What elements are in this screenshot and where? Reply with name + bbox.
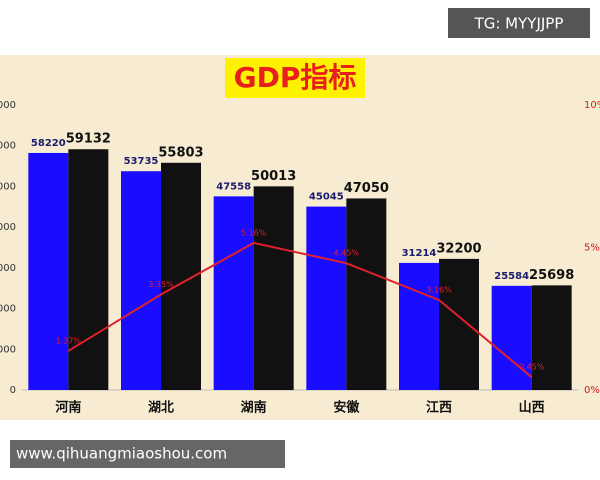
value-label: 31214 [402,248,437,259]
x-tick-label: 河南 [55,400,81,416]
website-box [10,440,285,468]
line-value-label: 5.16% [241,228,267,237]
bar [28,152,69,390]
website: www.qihuangmiaoshou.com [16,445,227,463]
line-value-label: 0.45% [519,363,545,372]
y2-tick-label: 5% [584,243,600,254]
bar [121,171,161,390]
y2-tick-label: 10% [584,100,600,111]
bar [491,285,532,390]
bar [439,258,479,390]
line-value-label: 3.35% [148,280,174,289]
value-label: 53735 [124,156,159,167]
bar [213,196,254,390]
y-tick-label: 30000 [0,263,16,274]
y-tick-label: 0 [10,385,16,396]
x-tick-label: 山西 [519,400,545,416]
bar [306,206,347,390]
value-label: 50013 [251,169,296,184]
watermark: TG: MYYJJPP [474,15,564,33]
x-tick-label: 安徽 [333,400,360,416]
value-label: 47558 [216,181,251,192]
bar [399,262,439,390]
y-tick-label: 40000 [0,222,16,233]
x-tick-label: 湖北 [148,401,174,416]
bar [68,149,109,390]
value-label: 58220 [31,138,66,149]
y-tick-label: 10000 [0,344,16,355]
chart-title: GDP指标 [234,61,357,94]
bar [346,198,387,390]
bar [253,186,294,390]
value-label: 59132 [66,132,111,147]
y-tick-label: 50000 [0,181,16,192]
value-label: 25698 [529,268,574,283]
y-tick-label: 60000 [0,141,16,152]
line [67,241,533,378]
value-label: 32200 [436,241,481,256]
y2-tick-label: 0% [584,385,600,396]
line-value-label: 3.16% [426,285,452,294]
value-label: 45045 [309,192,344,203]
y-tick-label: 20000 [0,304,16,315]
value-label: 47050 [344,181,389,196]
line-value-label: 4.45% [334,249,360,258]
x-tick-label: 江西 [426,400,452,416]
title-box [225,58,365,98]
line-value-label: 1.37% [56,336,82,345]
watermark-box [448,8,590,38]
value-label: 25584 [494,271,529,282]
bar [531,285,572,390]
value-label: 55803 [158,145,203,160]
y-tick-label: 70000 [0,100,16,111]
x-tick-label: 湖南 [241,400,267,416]
